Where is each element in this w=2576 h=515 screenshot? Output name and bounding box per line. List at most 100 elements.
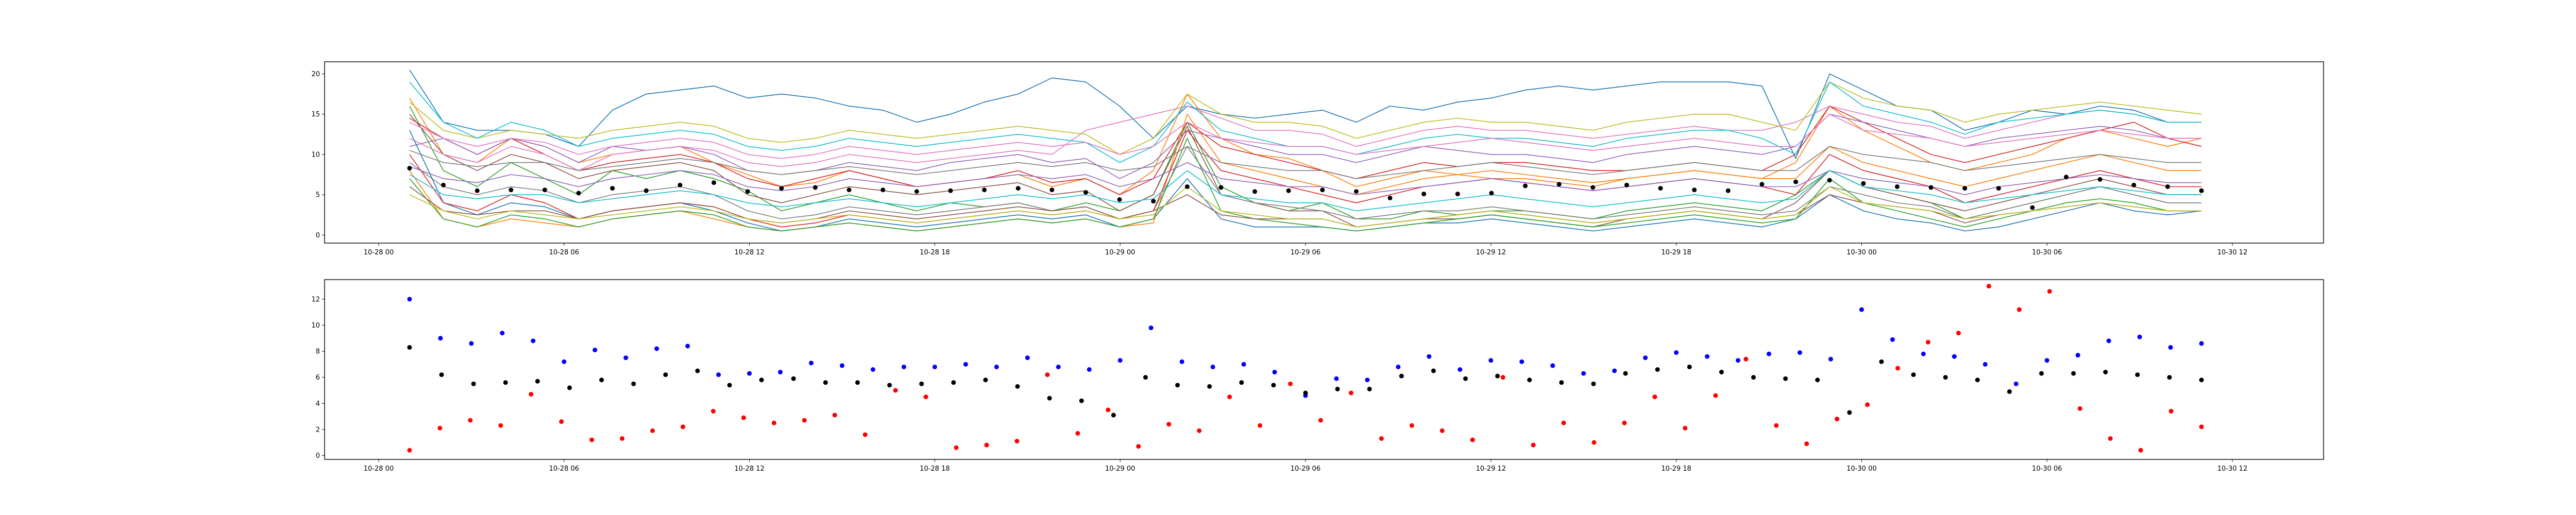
scatter-point-1 [1797, 350, 1802, 355]
scatter-point-1 [1458, 367, 1463, 372]
mean-marker [812, 185, 818, 190]
scatter-point-2 [407, 448, 412, 453]
scatter-point-1 [1241, 362, 1246, 367]
scatter-point-1 [994, 364, 999, 369]
scatter-point-2 [832, 413, 837, 418]
scatter-point-1 [901, 364, 906, 369]
scatter-point-3 [823, 380, 828, 385]
scatter-point-1 [716, 372, 721, 377]
scatter-point-3 [695, 368, 700, 373]
scatter-point-2 [1561, 420, 1566, 425]
series-line-5 [409, 113, 2201, 179]
scatter-point-2 [1106, 407, 1111, 413]
scatter-point-1 [1921, 351, 1926, 356]
scatter-point-3 [2039, 371, 2044, 376]
series-line-8 [409, 146, 2201, 219]
scatter-point-3 [1015, 384, 1020, 389]
scatter-point-1 [623, 355, 629, 360]
mean-marker [441, 182, 446, 187]
scatter-point-1 [1148, 325, 1154, 331]
scatter-point-2 [862, 432, 868, 437]
scatter-x-tick-label: 10-28 06 [549, 465, 579, 473]
scatter-point-2 [1743, 356, 1749, 362]
scatter-point-3 [1239, 380, 1244, 385]
line-x-tick-label: 10-28 18 [920, 249, 950, 256]
scatter-point-1 [2106, 338, 2111, 344]
scatter-point-1 [2044, 358, 2049, 363]
scatter-point-2 [1075, 431, 1080, 436]
scatter-point-2 [1379, 436, 1384, 441]
scatter-point-1 [1056, 364, 1061, 369]
scatter-point-3 [1719, 370, 1724, 375]
mean-marker [1692, 187, 1697, 193]
scatter-point-1 [1334, 376, 1339, 381]
scatter-point-2 [1166, 422, 1172, 427]
mean-marker [643, 188, 649, 193]
mean-marker [1083, 190, 1088, 195]
line-x-tick-label: 10-30 12 [2217, 249, 2247, 256]
scatter-point-1 [1427, 354, 1432, 359]
scatter-point-3 [1559, 380, 1564, 385]
scatter-point-3 [727, 383, 732, 388]
series-line-7 [409, 106, 2201, 171]
mean-marker [1624, 182, 1629, 187]
mean-marker [1793, 179, 1799, 184]
scatter-point-2 [1622, 420, 1627, 425]
scatter-point-3 [1527, 377, 1532, 383]
scatter-point-3 [407, 345, 412, 350]
scatter-x-tick-label: 10-29 00 [1105, 465, 1135, 473]
scatter-point-3 [2071, 371, 2076, 376]
scatter-point-1 [1674, 350, 1679, 355]
scatter-point-1 [2199, 341, 2204, 346]
line-chart-frame [324, 61, 2324, 244]
series-line-17 [409, 113, 2201, 159]
scatter-x-tick-label: 10-29 12 [1476, 465, 1506, 473]
scatter-point-2 [1288, 381, 1293, 386]
scatter-point-3 [983, 377, 988, 383]
scatter-point-3 [919, 381, 924, 386]
scatter-point-2 [1470, 437, 1475, 442]
line-chart-panel: 10-28 00 10-28 06 10-28 12 10-28 18 10-29 00… [311, 61, 2324, 256]
scatter-point-3 [535, 379, 540, 384]
scatter-point-2 [923, 394, 928, 400]
scatter-point-3 [2135, 372, 2140, 377]
line-y-tick-label: 10 [311, 151, 320, 159]
mean-marker [1455, 192, 1460, 197]
mean-marker [914, 189, 919, 194]
scatter-x-tick-label: 10-28 18 [920, 465, 950, 473]
series-line-11 [409, 130, 2202, 232]
scatter-point-2 [984, 442, 989, 448]
scatter-point-3 [855, 380, 860, 385]
scatter-point-3 [1047, 396, 1052, 401]
line-y-tick-label: 20 [311, 71, 320, 78]
line-y-tick-label: 15 [311, 111, 320, 118]
mean-marker [2064, 175, 2069, 180]
scatter-point-1 [1519, 359, 1524, 364]
line-chart-plot-area [407, 70, 2204, 232]
scatter-point-2 [650, 428, 655, 433]
scatter-point-2 [1045, 372, 1050, 377]
mean-marker [745, 189, 750, 194]
series-line-12 [409, 113, 2201, 232]
scatter-point-3 [1495, 373, 1500, 379]
scatter-y-tick-label: 6 [316, 374, 320, 382]
mean-marker [1725, 188, 1731, 193]
mean-marker [576, 191, 581, 196]
scatter-point-3 [887, 383, 892, 388]
scatter-point-2 [710, 408, 716, 414]
mean-marker [1894, 184, 1900, 189]
scatter-point-1 [1396, 364, 1401, 369]
line-x-tick-label: 10-30 06 [2032, 249, 2062, 256]
scatter-point-1 [1736, 358, 1741, 363]
scatter-point-3 [1463, 376, 1468, 381]
scatter-point-2 [1227, 394, 1232, 400]
scatter-point-3 [631, 381, 636, 386]
line-x-tick-label: 10-28 06 [549, 249, 579, 256]
scatter-point-1 [1365, 377, 1370, 383]
scatter-point-2 [2016, 307, 2022, 312]
scatter-point-3 [1879, 359, 1884, 364]
mean-marker [1286, 188, 1291, 193]
scatter-y-tick-label: 12 [311, 296, 320, 303]
scatter-point-3 [1911, 372, 1916, 377]
